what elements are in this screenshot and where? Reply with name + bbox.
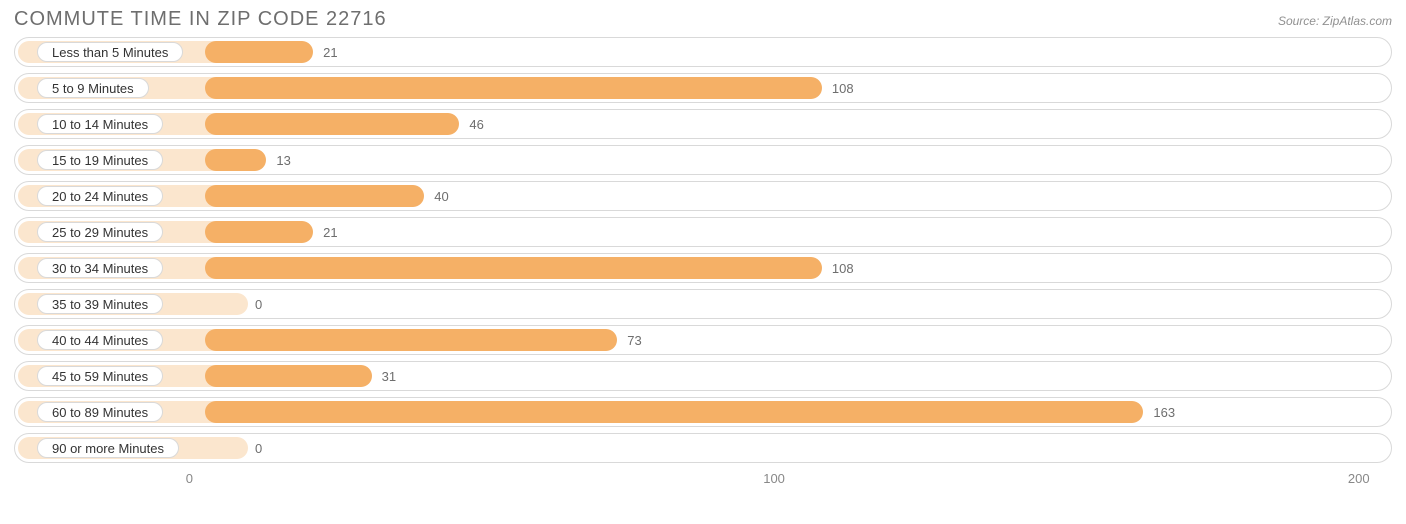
category-label: 20 to 24 Minutes bbox=[37, 186, 163, 206]
category-label: 45 to 59 Minutes bbox=[37, 366, 163, 386]
value-label: 73 bbox=[617, 326, 641, 354]
value-label: 31 bbox=[372, 362, 396, 390]
chart-area: Less than 5 Minutes 21 5 to 9 Minutes 108 10… bbox=[0, 37, 1406, 463]
category-label: 90 or more Minutes bbox=[37, 438, 179, 458]
bar-fill bbox=[205, 257, 822, 279]
bar-row: 60 to 89 Minutes 163 bbox=[14, 397, 1392, 427]
chart-source: Source: ZipAtlas.com bbox=[1278, 14, 1392, 28]
value-label: 13 bbox=[266, 146, 290, 174]
value-label: 21 bbox=[313, 218, 337, 246]
category-label: 35 to 39 Minutes bbox=[37, 294, 163, 314]
chart-header: COMMUTE TIME IN ZIP CODE 22716 Source: Z… bbox=[0, 0, 1406, 37]
bar-fill bbox=[205, 41, 313, 63]
value-label: 163 bbox=[1143, 398, 1175, 426]
bar-fill bbox=[205, 185, 424, 207]
category-label: 5 to 9 Minutes bbox=[37, 78, 149, 98]
value-label: 46 bbox=[459, 110, 483, 138]
bar-row: 20 to 24 Minutes 40 bbox=[14, 181, 1392, 211]
bar-row: 5 to 9 Minutes 108 bbox=[14, 73, 1392, 103]
x-axis: 0 100 200 bbox=[14, 469, 1392, 493]
bar-row: 45 to 59 Minutes 31 bbox=[14, 361, 1392, 391]
category-label: 25 to 29 Minutes bbox=[37, 222, 163, 242]
value-label: 108 bbox=[822, 254, 854, 282]
value-label: 0 bbox=[245, 290, 262, 318]
bar-row: Less than 5 Minutes 21 bbox=[14, 37, 1392, 67]
bar-fill bbox=[205, 221, 313, 243]
bar-fill bbox=[205, 77, 822, 99]
bar-row: 35 to 39 Minutes 0 bbox=[14, 289, 1392, 319]
bar-fill bbox=[205, 401, 1143, 423]
category-label: 40 to 44 Minutes bbox=[37, 330, 163, 350]
bar-fill bbox=[205, 113, 459, 135]
value-label: 40 bbox=[424, 182, 448, 210]
bar-row: 40 to 44 Minutes 73 bbox=[14, 325, 1392, 355]
category-label: Less than 5 Minutes bbox=[37, 42, 183, 62]
value-label: 108 bbox=[822, 74, 854, 102]
category-label: 60 to 89 Minutes bbox=[37, 402, 163, 422]
bar-fill bbox=[205, 329, 617, 351]
bar-row: 25 to 29 Minutes 21 bbox=[14, 217, 1392, 247]
bar-row: 30 to 34 Minutes 108 bbox=[14, 253, 1392, 283]
category-label: 10 to 14 Minutes bbox=[37, 114, 163, 134]
bar-row: 10 to 14 Minutes 46 bbox=[14, 109, 1392, 139]
bar-fill bbox=[205, 365, 372, 387]
x-axis-tick: 100 bbox=[763, 471, 785, 486]
category-label: 30 to 34 Minutes bbox=[37, 258, 163, 278]
x-axis-tick: 200 bbox=[1348, 471, 1370, 486]
bar-row: 90 or more Minutes 0 bbox=[14, 433, 1392, 463]
x-axis-tick: 0 bbox=[186, 471, 193, 486]
bar-row: 15 to 19 Minutes 13 bbox=[14, 145, 1392, 175]
value-label: 21 bbox=[313, 38, 337, 66]
bar-fill bbox=[205, 149, 266, 171]
category-label: 15 to 19 Minutes bbox=[37, 150, 163, 170]
value-label: 0 bbox=[245, 434, 262, 462]
chart-title: COMMUTE TIME IN ZIP CODE 22716 bbox=[14, 8, 387, 31]
